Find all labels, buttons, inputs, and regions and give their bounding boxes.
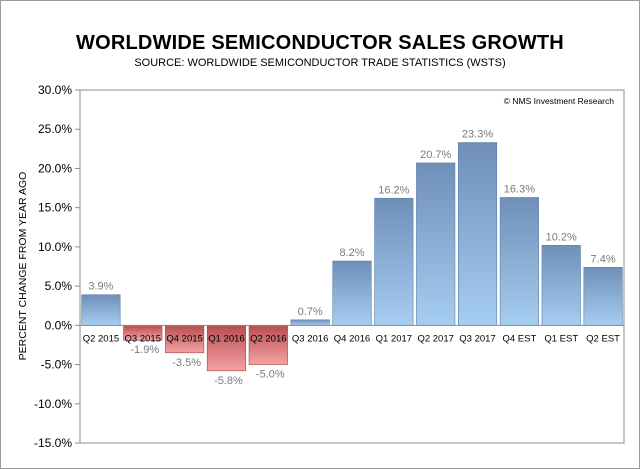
category-label: Q3 2016 xyxy=(292,333,328,344)
category-label: Q4 EST xyxy=(502,333,536,344)
bar-series xyxy=(81,142,623,372)
data-label: 0.7% xyxy=(298,306,323,318)
category-label: Q3 2017 xyxy=(459,333,495,344)
y-tick-label: 30.0% xyxy=(38,83,72,97)
bar xyxy=(290,319,330,326)
category-label: Q3 2015 xyxy=(125,333,161,344)
bar xyxy=(248,325,288,365)
y-axis: 30.0% 25.0% 20.0% 15.0% 10.0% 5.0% 0.0% -5.0% -1… xyxy=(34,83,80,450)
data-label: 3.9% xyxy=(88,281,113,293)
chart-title: WORLDWIDE SEMICONDUCTOR SALES GROWTH xyxy=(76,32,564,54)
y-tick-label: 5.0% xyxy=(45,279,73,293)
category-label: Q2 2015 xyxy=(83,333,119,344)
data-label: 7.4% xyxy=(591,253,616,265)
chart-subtitle: SOURCE: WORLDWIDE SEMICONDUCTOR TRADE ST… xyxy=(134,57,506,69)
bar xyxy=(499,197,539,326)
data-label: 23.3% xyxy=(462,129,493,141)
data-label: 16.2% xyxy=(378,184,409,196)
y-tick-label: 20.0% xyxy=(38,161,72,175)
bar xyxy=(457,142,498,326)
bar xyxy=(165,325,205,354)
bar xyxy=(332,260,372,326)
category-label: Q4 2015 xyxy=(166,333,202,344)
category-label: Q1 2017 xyxy=(376,333,412,344)
bar xyxy=(206,325,247,372)
category-label: Q4 2016 xyxy=(334,333,370,344)
data-label: -3.5% xyxy=(172,357,201,369)
bar xyxy=(583,266,623,326)
category-label: Q1 2016 xyxy=(208,333,244,344)
bar xyxy=(374,197,414,326)
y-tick-label: -10.0% xyxy=(34,397,72,411)
data-label: 20.7% xyxy=(420,149,451,161)
category-label: Q2 2016 xyxy=(250,333,286,344)
bar xyxy=(81,294,121,326)
data-label: 10.2% xyxy=(546,231,577,243)
data-label: 16.3% xyxy=(504,183,535,195)
y-tick-label: -5.0% xyxy=(41,358,73,372)
category-label: Q1 EST xyxy=(544,333,578,344)
y-tick-label: 25.0% xyxy=(38,122,72,136)
category-labels: Q2 2015 Q3 2015 Q4 2015 Q1 2016 Q2 2016 Q3 20… xyxy=(83,333,620,344)
bar xyxy=(416,162,456,326)
y-tick-label: 15.0% xyxy=(38,201,72,215)
data-label: -5.8% xyxy=(214,375,243,387)
bar xyxy=(541,245,581,326)
category-label: Q2 2017 xyxy=(417,333,453,344)
y-tick-label: -15.0% xyxy=(34,436,72,450)
y-tick-label: 0.0% xyxy=(45,318,73,332)
data-label: 8.2% xyxy=(339,247,364,259)
y-tick-label: 10.0% xyxy=(38,240,72,254)
y-axis-label: PERCENT CHANGE FROM YEAR AGO xyxy=(17,172,29,361)
data-labels: 3.9% -1.9% -3.5% -5.8% -5.0% 0.7% 8.2% 16.2% 20.… xyxy=(88,129,615,387)
data-label: -5.0% xyxy=(256,369,285,381)
credit-text: © NMS Investment Research xyxy=(504,96,614,106)
category-label: Q2 EST xyxy=(586,333,620,344)
data-label: -1.9% xyxy=(130,344,159,356)
